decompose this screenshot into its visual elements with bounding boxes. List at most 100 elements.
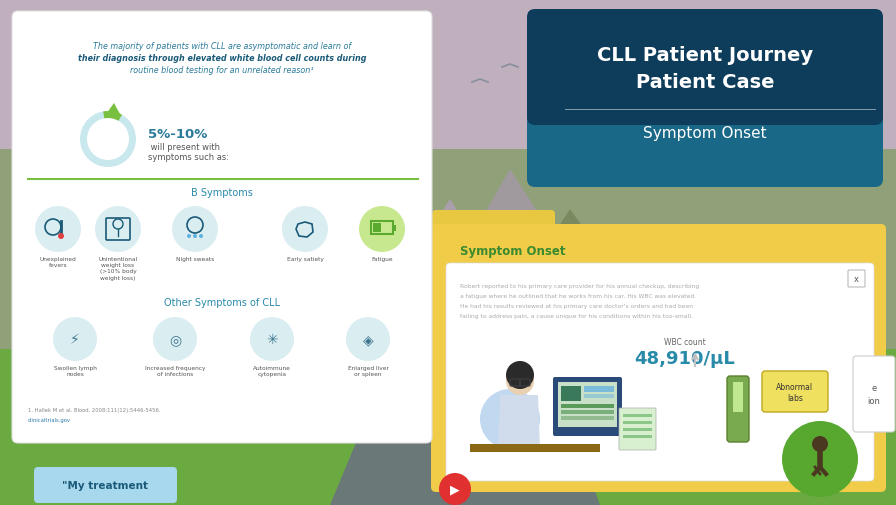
Circle shape <box>782 421 858 497</box>
Text: a fatigue where he outlined that he works from his car. His WBC was elevated.: a fatigue where he outlined that he work… <box>460 293 696 298</box>
Bar <box>755 334 761 352</box>
Bar <box>561 416 614 420</box>
Polygon shape <box>430 170 600 310</box>
Polygon shape <box>796 262 828 315</box>
Polygon shape <box>684 249 716 310</box>
Circle shape <box>187 234 191 238</box>
Polygon shape <box>742 256 774 312</box>
Bar <box>584 394 614 398</box>
Bar <box>623 421 652 424</box>
Circle shape <box>172 207 218 252</box>
Text: Patient Case: Patient Case <box>636 72 774 91</box>
Bar <box>558 382 617 427</box>
Bar <box>623 428 652 431</box>
Bar <box>0 349 896 505</box>
Text: Night sweats: Night sweats <box>176 257 214 262</box>
Text: Early satiety: Early satiety <box>287 257 323 262</box>
Circle shape <box>58 233 64 239</box>
Text: He had his results reviewed at his primary care doctor's orders and had been: He had his results reviewed at his prima… <box>460 304 693 309</box>
Text: Abnormal
labs: Abnormal labs <box>777 383 814 402</box>
Circle shape <box>506 367 534 395</box>
Polygon shape <box>763 265 807 349</box>
Text: Symptom Onset: Symptom Onset <box>460 244 565 258</box>
Circle shape <box>439 473 471 505</box>
Text: 48,910/μL: 48,910/μL <box>634 349 736 367</box>
Bar <box>561 404 614 408</box>
Wedge shape <box>103 112 122 122</box>
Polygon shape <box>400 230 560 349</box>
FancyBboxPatch shape <box>553 377 622 436</box>
Bar <box>697 334 703 352</box>
Bar <box>727 334 733 352</box>
Circle shape <box>480 389 540 449</box>
Text: Symptom Onset: Symptom Onset <box>643 125 767 140</box>
Text: routine blood testing for an unrelated reason¹: routine blood testing for an unrelated r… <box>130 66 314 75</box>
FancyBboxPatch shape <box>853 357 895 432</box>
Bar <box>393 226 396 231</box>
Text: ◈: ◈ <box>363 332 374 346</box>
Polygon shape <box>480 210 670 349</box>
FancyBboxPatch shape <box>527 10 883 126</box>
Text: 1. Hallek M et al. Blood. 2008;111(12):5446-5456.: 1. Hallek M et al. Blood. 2008;111(12):5… <box>28 407 160 412</box>
Polygon shape <box>822 249 854 310</box>
Text: WBC count: WBC count <box>664 337 706 346</box>
Text: e
ion: e ion <box>867 383 881 405</box>
FancyBboxPatch shape <box>762 371 828 412</box>
Circle shape <box>506 361 534 389</box>
Text: ✳: ✳ <box>266 332 278 346</box>
Circle shape <box>199 234 203 238</box>
Text: Swollen lymph
nodes: Swollen lymph nodes <box>54 365 97 376</box>
Polygon shape <box>330 349 600 505</box>
Bar <box>782 334 788 352</box>
Text: their diagnosis through elevated white blood cell counts during: their diagnosis through elevated white b… <box>78 54 366 63</box>
Circle shape <box>812 436 828 452</box>
Circle shape <box>53 317 97 361</box>
Text: Autoimmune
cytopenia: Autoimmune cytopenia <box>253 365 291 376</box>
Text: ▶: ▶ <box>450 483 460 495</box>
Bar <box>623 435 652 438</box>
FancyBboxPatch shape <box>848 271 865 287</box>
Circle shape <box>193 234 197 238</box>
FancyBboxPatch shape <box>34 467 177 503</box>
Bar <box>809 334 815 352</box>
Text: Unexplained
fevers: Unexplained fevers <box>39 257 76 268</box>
Text: Enlarged liver
or spleen: Enlarged liver or spleen <box>348 365 389 376</box>
Polygon shape <box>736 274 780 349</box>
Circle shape <box>153 317 197 361</box>
Circle shape <box>35 207 81 252</box>
FancyBboxPatch shape <box>727 376 749 442</box>
Polygon shape <box>816 270 860 349</box>
Text: will present with: will present with <box>148 143 220 152</box>
Text: Increased frequency
of infections: Increased frequency of infections <box>145 365 205 376</box>
Bar <box>470 444 600 452</box>
Polygon shape <box>714 237 746 305</box>
Text: Unintentional
weight loss
(>10% body
weight loss): Unintentional weight loss (>10% body wei… <box>99 257 138 280</box>
Text: failing to address pain, a cause unique for his conditions within his too-small.: failing to address pain, a cause unique … <box>460 314 693 318</box>
FancyBboxPatch shape <box>527 72 883 188</box>
FancyBboxPatch shape <box>432 211 555 246</box>
Polygon shape <box>769 243 801 307</box>
Bar <box>584 386 614 392</box>
Bar <box>835 334 841 352</box>
Polygon shape <box>678 270 722 349</box>
Text: 5%-10%: 5%-10% <box>148 128 207 141</box>
Polygon shape <box>708 260 752 349</box>
Text: ⚡: ⚡ <box>70 332 80 346</box>
Circle shape <box>250 317 294 361</box>
Text: x: x <box>854 275 858 284</box>
FancyBboxPatch shape <box>446 264 874 481</box>
Polygon shape <box>380 199 520 310</box>
Text: clinicaltrials.gov: clinicaltrials.gov <box>28 417 71 422</box>
FancyBboxPatch shape <box>619 408 656 450</box>
Bar <box>733 382 743 412</box>
Text: B Symptoms: B Symptoms <box>191 188 253 197</box>
Text: Robert reported to his primary care provider for his annual checkup, describing: Robert reported to his primary care prov… <box>460 283 699 288</box>
Bar <box>623 414 652 417</box>
Polygon shape <box>570 239 750 349</box>
Text: Fatigue: Fatigue <box>371 257 392 262</box>
Bar <box>561 410 614 414</box>
Bar <box>373 224 381 232</box>
Text: ◎: ◎ <box>169 332 181 346</box>
Bar <box>0 0 896 310</box>
Polygon shape <box>790 279 834 349</box>
